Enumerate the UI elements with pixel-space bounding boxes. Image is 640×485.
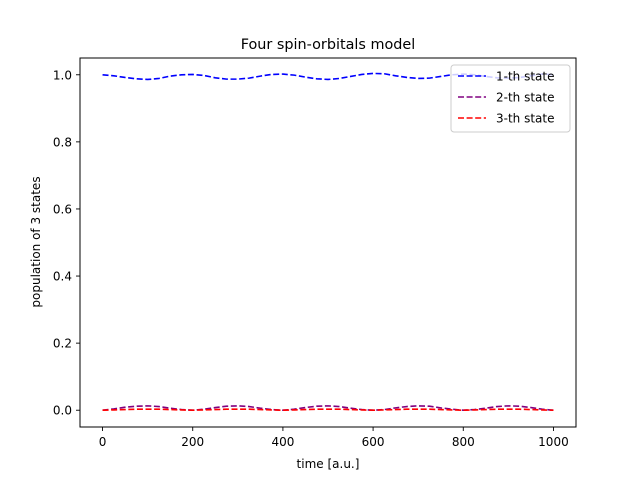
y-tick-label: 0.2 — [53, 337, 72, 351]
x-tick-label: 0 — [99, 435, 107, 449]
x-tick-label: 1000 — [538, 435, 569, 449]
y-axis-label: population of 3 states — [29, 176, 43, 307]
x-axis: 0 200 400 600 800 1000 — [99, 427, 569, 449]
legend-box — [450, 64, 571, 133]
x-tick-label: 800 — [452, 435, 475, 449]
series-line-2 — [102, 405, 554, 412]
legend: 1-th state 2-th state 3-th state — [450, 64, 571, 133]
x-tick-label: 200 — [181, 435, 204, 449]
chart-title: Four spin-orbitals model — [241, 37, 416, 53]
y-tick-label: 1.0 — [53, 68, 72, 82]
y-tick-label: 0.0 — [53, 404, 72, 418]
y-tick-label: 0.4 — [53, 270, 72, 284]
x-tick-label: 400 — [271, 435, 294, 449]
x-tick-label: 600 — [362, 435, 385, 449]
plot-area-frame — [79, 57, 577, 428]
y-tick-label: 0.8 — [53, 135, 72, 149]
legend-label-2: 2-th state — [496, 91, 555, 105]
y-axis: 0.0 0.2 0.4 0.6 0.8 1.0 — [53, 68, 80, 418]
y-tick-label: 0.6 — [53, 202, 72, 216]
legend-label-3: 3-th state — [496, 112, 555, 126]
x-axis-label: time [a.u.] — [297, 457, 360, 471]
legend-label-1: 1-th state — [496, 70, 555, 84]
series-line-3 — [102, 408, 554, 412]
